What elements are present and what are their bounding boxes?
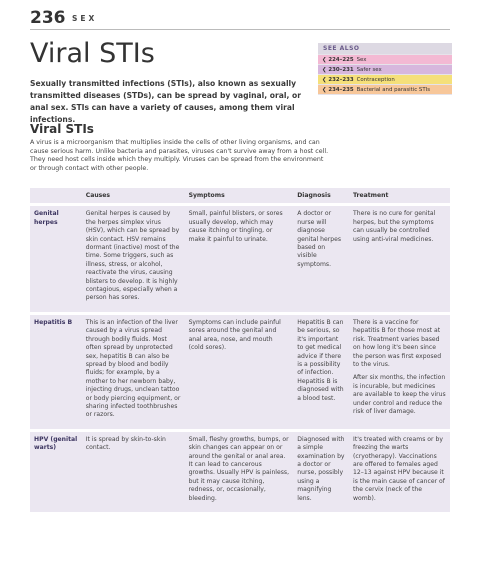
cell-paragraph: Small, fleshy growths, bumps, or skin ch… [188, 435, 290, 502]
see-also-label: Safer sex [356, 66, 382, 73]
table-cell: It's treated with creams or by freezing … [349, 430, 450, 516]
table-cell: This is an infection of the liver caused… [81, 313, 185, 432]
section-name: SEX [72, 14, 98, 23]
column-header: Causes [81, 188, 185, 207]
table-cell: Symptoms can include painful sores aroun… [184, 313, 294, 432]
row-label: Hepatitis B [30, 313, 82, 432]
table-cell: There is no cure for genital herpes, but… [349, 204, 450, 315]
cell-paragraph: A doctor or nurse will diagnose genital … [297, 210, 342, 268]
page-number: 236 [30, 8, 66, 28]
header-rule [30, 29, 450, 30]
intro: Sexually transmitted infections (STIs), … [30, 79, 301, 124]
header-row: Causes Symptoms Diagnosis Treatment [30, 188, 450, 207]
sti-table: Causes Symptoms Diagnosis Treatment Genital… [30, 188, 450, 516]
cell-paragraph: It is spread by skin-to-skin contact. [85, 435, 166, 452]
table-row: HPV (genital warts) It is spread by skin-… [30, 430, 450, 516]
cell-paragraph: Genital herpes is caused by the herpes s… [85, 210, 180, 302]
table-cell: It is spread by skin-to-skin contact. [81, 430, 185, 516]
table-cell: Diagnosed with a simple examination by a… [293, 430, 350, 516]
table-body: Genital herpes Genital herpes is caused b… [30, 204, 450, 516]
see-also-label: Contraception [356, 76, 395, 83]
column-header: Diagnosis [293, 188, 350, 207]
cell-paragraph: There is a vaccine for hepatitis B for t… [353, 318, 442, 368]
table-cell: Small, fleshy growths, bumps, or skin ch… [184, 430, 294, 516]
table-row: Genital herpes Genital herpes is caused b… [30, 204, 450, 315]
cell-paragraph: It's treated with creams or by freezing … [353, 435, 445, 502]
see-also-heading: SEE ALSO [318, 43, 452, 54]
cell-paragraph: Diagnosed with a simple examination by a… [297, 435, 345, 502]
column-header: Treatment [349, 188, 450, 207]
cell-paragraph: Small, painful blisters, or sores usuall… [188, 210, 283, 243]
row-label: HPV (genital warts) [30, 430, 82, 516]
see-also-pages: 224–225 [322, 57, 354, 63]
see-also-label: Bacterial and parasitic STIs [356, 86, 431, 93]
see-also-pages: 230–231 [322, 67, 354, 73]
cell-paragraph: This is an infection of the liver caused… [85, 318, 181, 419]
section-body: A virus is a microorganism that multipli… [30, 139, 329, 172]
see-also-pages: 232–233 [322, 77, 354, 83]
title: Viral STIs [30, 38, 155, 69]
cell-paragraph: Symptoms can include painful sores aroun… [188, 318, 281, 352]
table-cell: Genital herpes is caused by the herpes s… [81, 204, 185, 315]
corner-cell [30, 188, 82, 207]
table-cell: There is a vaccine for hepatitis B for t… [349, 313, 450, 432]
section-heading: Viral STIs [30, 122, 94, 136]
column-header: Symptoms [184, 188, 294, 207]
cell-paragraph: After six months, the infection is incur… [353, 374, 446, 415]
table-row: Hepatitis B This is an infection of the l… [30, 313, 450, 432]
see-also-pages: 234–235 [322, 87, 354, 93]
see-also-label: Sex [356, 56, 367, 63]
cell-paragraph: There is no cure for genital herpes, but… [353, 210, 436, 243]
table-cell: A doctor or nurse will diagnose genital … [293, 204, 350, 315]
table-cell: Hepatitis B can be serious, so it's impo… [293, 313, 350, 432]
row-label: Genital herpes [30, 204, 82, 315]
cell-paragraph: Hepatitis B can be serious, so it's impo… [297, 318, 344, 402]
table-cell: Small, painful blisters, or sores usuall… [184, 204, 294, 315]
